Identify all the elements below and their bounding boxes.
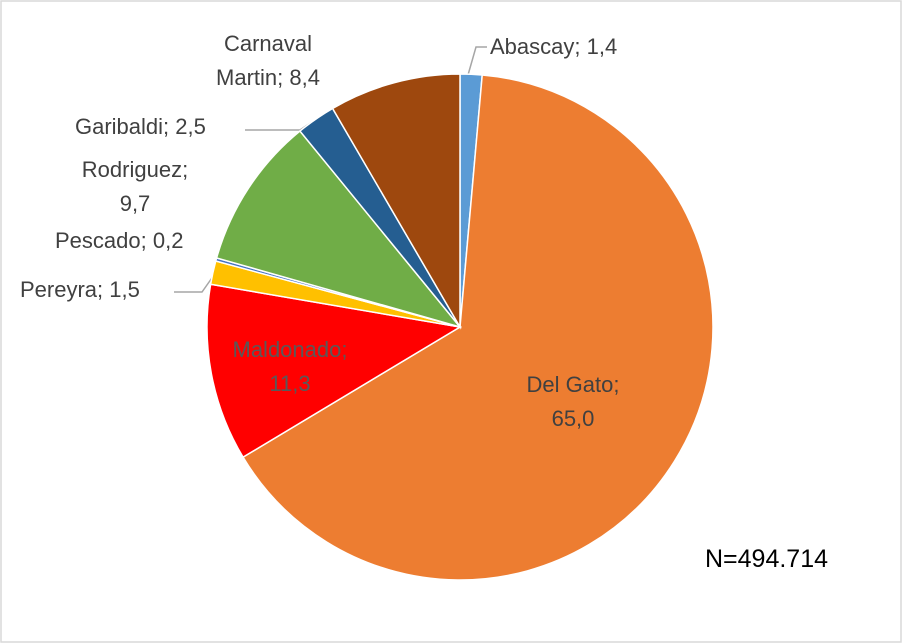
label-separator: ;	[613, 372, 620, 397]
label-separator: ;	[140, 228, 153, 253]
label-value: 65,0	[551, 406, 595, 431]
label-category: Garibaldi	[75, 114, 164, 139]
label-category: Rodriguez	[81, 157, 183, 182]
data-label: Maldonado; 11,3	[215, 333, 365, 401]
data-label: Garibaldi; 2,5	[75, 110, 275, 144]
label-separator: ;	[182, 157, 189, 182]
label-separator: ;	[163, 114, 176, 139]
data-label: Del Gato; 65,0	[508, 368, 638, 436]
pie-slice	[242, 74, 714, 581]
label-value: 2,5	[175, 114, 206, 139]
label-separator: ;	[341, 337, 348, 362]
data-label: Pereyra; 1,5	[20, 273, 220, 307]
label-value: 1,5	[109, 277, 140, 302]
data-label: Pescado; 0,2	[55, 224, 255, 258]
label-value: 8,4	[289, 65, 320, 90]
label-value: 0,2	[152, 228, 184, 253]
pie-slice	[331, 73, 461, 330]
label-category: Abascay	[490, 34, 575, 59]
label-value: 9,7	[119, 191, 151, 216]
label-category: Pereyra	[20, 277, 98, 302]
label-separator: ;	[574, 34, 587, 59]
pie-slice	[206, 283, 463, 459]
label-value: 11,3	[269, 371, 311, 396]
label-value: 1,4	[586, 34, 618, 59]
label-separator: ;	[277, 65, 290, 90]
pie-slice	[215, 129, 463, 329]
label-category: Pescado	[55, 228, 141, 253]
data-label: Rodriguez; 9,7	[75, 153, 195, 221]
data-label: Abascay; 1,4	[490, 30, 710, 64]
label-category: Carnaval Martin	[216, 31, 313, 90]
data-label: Carnaval Martin; 8,4	[188, 27, 348, 95]
label-category: Del Gato	[526, 372, 614, 397]
label-category: Maldonado	[232, 337, 342, 362]
annotation: N=494.714	[705, 545, 829, 573]
leader-line	[174, 274, 215, 293]
label-separator: ;	[97, 277, 110, 302]
leader-line	[467, 46, 487, 76]
